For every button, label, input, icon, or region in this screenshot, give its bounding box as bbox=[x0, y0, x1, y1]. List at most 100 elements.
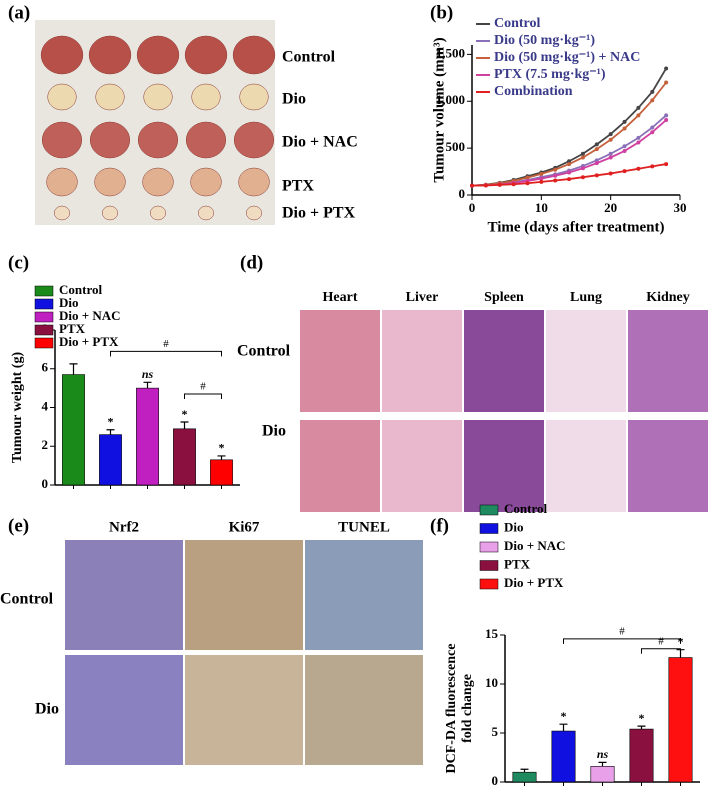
y-tick-label: 4 bbox=[42, 398, 49, 413]
legend-swatch bbox=[34, 311, 54, 323]
point bbox=[622, 169, 627, 174]
point bbox=[594, 142, 599, 147]
point bbox=[650, 125, 655, 130]
bar bbox=[668, 657, 693, 783]
tumour bbox=[94, 167, 126, 197]
tumour bbox=[136, 35, 180, 75]
point bbox=[664, 80, 669, 85]
histology-image bbox=[628, 420, 708, 512]
row-label: Dio bbox=[262, 423, 286, 440]
y-tick-label: 0 bbox=[42, 476, 49, 491]
point bbox=[636, 140, 641, 145]
row-label: Control bbox=[237, 343, 291, 360]
histology-image bbox=[464, 310, 544, 412]
histology-image bbox=[546, 420, 626, 512]
point bbox=[636, 105, 641, 110]
tumour bbox=[233, 121, 275, 159]
column-label: Liver bbox=[406, 290, 439, 305]
point bbox=[636, 135, 641, 140]
histology-image bbox=[628, 310, 708, 412]
point bbox=[622, 148, 627, 153]
point bbox=[636, 166, 641, 171]
tumour bbox=[198, 205, 214, 221]
legend-swatch bbox=[479, 523, 499, 534]
tumour bbox=[150, 205, 166, 221]
row-label: Dio bbox=[35, 701, 59, 718]
legend-swatch bbox=[34, 285, 54, 297]
error-bar bbox=[637, 725, 646, 730]
bar bbox=[173, 428, 196, 486]
tumour bbox=[191, 83, 221, 111]
tumour bbox=[46, 167, 78, 197]
tumour bbox=[238, 167, 270, 197]
point bbox=[580, 155, 585, 160]
ihc-image bbox=[305, 540, 423, 650]
legend-swatch bbox=[34, 337, 54, 349]
point bbox=[608, 155, 613, 160]
histology-image bbox=[300, 420, 380, 512]
panel-label: (e) bbox=[8, 515, 29, 536]
y-tick-label: 10 bbox=[485, 675, 498, 690]
bracket-label: # bbox=[658, 635, 664, 647]
histology-image bbox=[546, 310, 626, 412]
y-axis-label: Tumour volume (mm³) bbox=[431, 37, 447, 182]
point bbox=[664, 66, 669, 71]
panel-label: (b) bbox=[430, 2, 453, 23]
y-tick-label: 0 bbox=[492, 773, 499, 788]
bar bbox=[512, 771, 537, 783]
column-label: Spleen bbox=[484, 290, 524, 305]
error-bar bbox=[180, 421, 189, 429]
error-bar bbox=[69, 363, 78, 375]
legend-swatch bbox=[34, 298, 54, 310]
legend-label: Dio + PTX bbox=[504, 575, 564, 590]
x-tick-label: 0 bbox=[469, 200, 476, 215]
tumour bbox=[246, 205, 262, 221]
legend-label: Dio bbox=[504, 519, 524, 534]
y-axis-label: fold change bbox=[460, 674, 475, 743]
point bbox=[622, 126, 627, 131]
significance-label: * bbox=[108, 415, 114, 429]
bracket-label: # bbox=[200, 380, 206, 392]
point bbox=[525, 181, 530, 186]
bracket bbox=[641, 648, 681, 654]
y-tick-label: 5 bbox=[492, 724, 499, 739]
series-line bbox=[471, 119, 667, 187]
tumour bbox=[190, 167, 222, 197]
legend-label: Control bbox=[504, 501, 547, 516]
tumour bbox=[41, 121, 83, 159]
tumour bbox=[239, 83, 269, 111]
tumour bbox=[142, 167, 174, 197]
tumour bbox=[88, 35, 132, 75]
point bbox=[608, 171, 613, 176]
bar bbox=[629, 728, 654, 783]
point bbox=[567, 177, 572, 182]
error-bar bbox=[217, 455, 226, 460]
legend-swatch bbox=[479, 560, 499, 571]
point bbox=[539, 179, 544, 184]
row-label: Dio + PTX bbox=[282, 205, 356, 222]
y-axis-label: DCF-DA fluorescence bbox=[444, 644, 459, 774]
row-label: PTX bbox=[282, 178, 314, 195]
bracket-label: # bbox=[163, 338, 169, 350]
point bbox=[553, 167, 558, 172]
point bbox=[622, 119, 627, 124]
tumour bbox=[185, 121, 227, 159]
error-bar bbox=[143, 381, 152, 389]
legend-swatch bbox=[479, 578, 499, 590]
row-label: Dio + NAC bbox=[282, 134, 358, 151]
tumour bbox=[184, 35, 228, 75]
tumour bbox=[137, 121, 179, 159]
row-label: Control bbox=[0, 591, 54, 608]
tumour bbox=[54, 205, 70, 221]
column-label: Nrf2 bbox=[109, 519, 139, 535]
histology-image bbox=[382, 310, 462, 412]
row-label: Dio bbox=[282, 91, 306, 108]
x-axis-label: Time (days after treatment) bbox=[487, 219, 664, 235]
significance-label: * bbox=[219, 441, 225, 455]
legend-label: Combination bbox=[494, 84, 573, 99]
histology-image bbox=[300, 310, 380, 412]
point bbox=[650, 130, 655, 135]
point bbox=[650, 164, 655, 169]
bar bbox=[136, 387, 159, 486]
tumour bbox=[47, 83, 77, 111]
